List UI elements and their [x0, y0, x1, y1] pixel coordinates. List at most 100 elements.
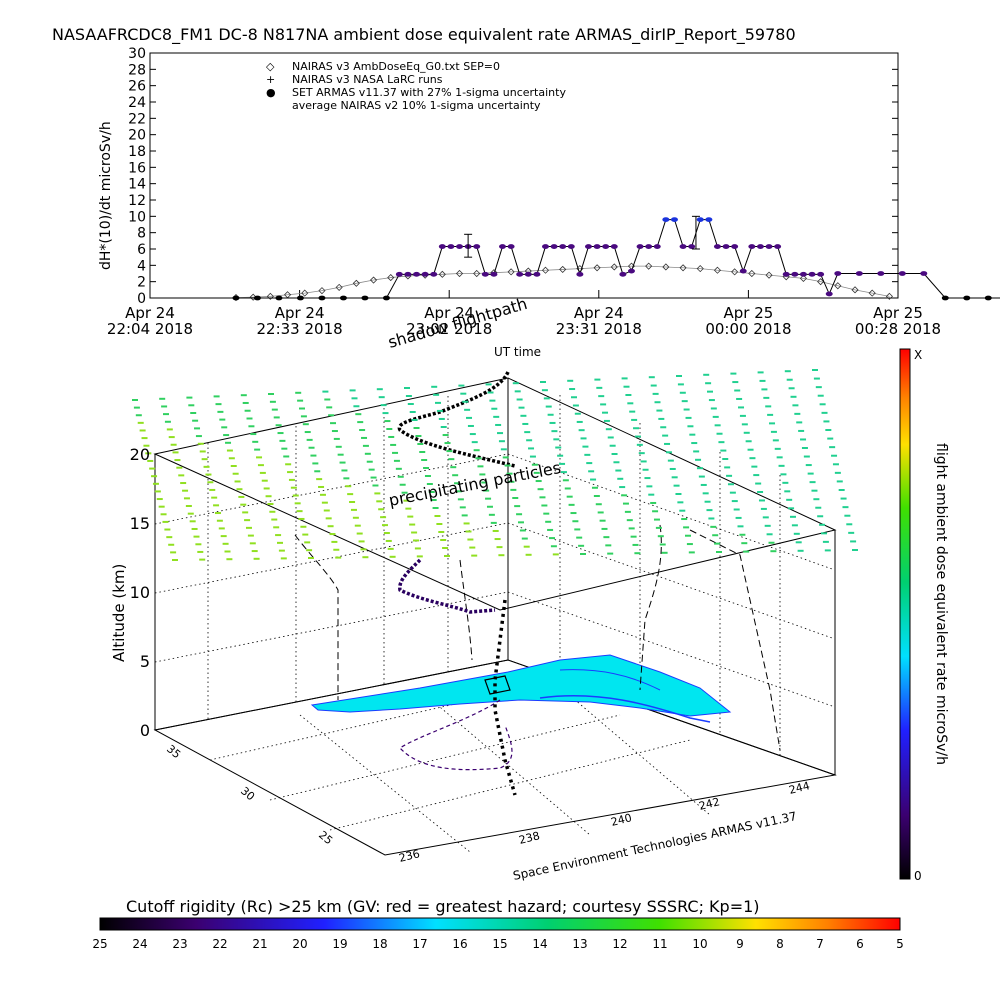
- credit-label: Space Environment Technologies ARMAS v11…: [512, 809, 798, 883]
- data-point-diamond: [559, 265, 567, 273]
- data-point: [576, 271, 584, 277]
- data-point-diamond: [249, 293, 257, 301]
- latitude-ticks: 25 30 35: [164, 742, 335, 847]
- data-point: [984, 295, 992, 301]
- data-point: [447, 244, 455, 249]
- legend-label: NAIRAS v3 NASA LaRC runs: [292, 73, 443, 86]
- data-point-diamond: [851, 286, 859, 294]
- longitude-tick-label: 238: [518, 829, 542, 847]
- data-point-diamond: [885, 292, 893, 300]
- projection-right-wall: [639, 524, 662, 691]
- y-tick-label: 26: [128, 79, 146, 95]
- data-point-diamond: [765, 271, 773, 279]
- x-tick-label-date: Apr 24: [275, 304, 325, 322]
- data-point: [920, 271, 928, 276]
- data-point: [898, 271, 906, 276]
- data-point: [731, 244, 739, 249]
- data-point: [507, 244, 515, 249]
- cutoff-rigidity-tick-label: 18: [372, 937, 387, 951]
- data-point-diamond: [679, 264, 687, 272]
- data-point: [670, 217, 678, 223]
- data-point: [713, 244, 721, 249]
- altitude-tick-label: 15: [130, 514, 150, 533]
- legend-label: NAIRAS v3 AmbDoseEq_G0.txt SEP=0: [292, 60, 500, 73]
- data-point: [855, 271, 863, 276]
- data-point-diamond: [369, 276, 378, 284]
- x-tick-label-date: Apr 25: [873, 304, 923, 322]
- series-line: [235, 265, 890, 298]
- data-point: [722, 244, 730, 249]
- legend-label: SET ARMAS v11.37 with 27% 1-sigma uncert…: [292, 86, 566, 99]
- data-point-diamond: [610, 263, 618, 271]
- cutoff-rigidity-tick-label: 11: [652, 937, 667, 951]
- data-point: [679, 244, 687, 249]
- y-tick-label: 6: [137, 242, 146, 258]
- plot-frame: [149, 52, 899, 299]
- data-point: [550, 244, 558, 249]
- data-point: [653, 244, 661, 249]
- data-point-diamond: [593, 264, 601, 272]
- projection-back: [459, 559, 473, 661]
- floor-plane: [153, 659, 837, 856]
- altitude-tick-label: 20: [130, 445, 150, 464]
- altitude-tick-label: 0: [140, 721, 150, 740]
- series-nairas-v3: [232, 262, 893, 302]
- data-point: [645, 244, 653, 249]
- flight-path-upper: [398, 558, 496, 614]
- data-point: [662, 217, 670, 223]
- data-point: [490, 271, 498, 277]
- y-tick-label: 18: [128, 144, 146, 160]
- projection-right-wall-2: [689, 529, 781, 751]
- top-plane: [153, 377, 837, 611]
- longitude-tick-label: 240: [610, 811, 634, 829]
- y-axis-label: dH*(10)/dt microSv/h: [98, 121, 114, 270]
- y-tick-label: 24: [128, 95, 146, 111]
- y-tick-label: 0: [137, 291, 146, 307]
- back-grid: [154, 395, 836, 853]
- data-point-diamond: [301, 289, 309, 297]
- precipitating-particles-label: precipitating particles: [387, 458, 562, 510]
- data-point: [499, 244, 507, 249]
- cutoff-rigidity-tick-label: 5: [896, 937, 904, 951]
- flight-path-shadow: [397, 371, 516, 468]
- colorbar-bottom-label: 0: [914, 869, 922, 883]
- series-line: [235, 219, 1000, 299]
- data-point: [395, 271, 403, 277]
- data-point: [253, 295, 261, 301]
- data-point: [696, 217, 704, 223]
- data-point-diamond: [335, 283, 343, 291]
- y-tick-label: 2: [137, 275, 146, 291]
- data-point-diamond: [645, 262, 653, 270]
- x-tick-label-time: 22:33 2018: [257, 320, 343, 338]
- y-tick-label: 4: [137, 258, 146, 274]
- data-point-diamond: [817, 278, 825, 286]
- data-point: [877, 271, 885, 276]
- data-point: [799, 271, 807, 277]
- data-point-diamond: [731, 268, 739, 276]
- y-tick-label: 8: [137, 226, 146, 242]
- data-point: [438, 244, 446, 249]
- data-point: [602, 244, 610, 249]
- x-tick-label-time: 00:00 2018: [705, 320, 791, 338]
- cutoff-rigidity-tick-label: 24: [132, 937, 147, 951]
- data-point: [619, 271, 627, 277]
- data-point: [524, 271, 532, 277]
- latitude-tick-label: 30: [238, 784, 257, 803]
- y-tick-label: 12: [128, 193, 146, 209]
- cutoff-rigidity-tick-label: 22: [212, 937, 227, 951]
- longitude-ticks: 236 238 240 242 244: [398, 779, 812, 865]
- data-point: [705, 217, 713, 223]
- data-point-diamond: [318, 287, 326, 295]
- data-point: [541, 244, 549, 249]
- data-point-diamond: [662, 263, 670, 271]
- data-point: [627, 268, 635, 274]
- cutoff-rigidity-tick-label: 20: [292, 937, 307, 951]
- data-point: [765, 244, 773, 249]
- legend: ◇ NAIRAS v3 AmbDoseEq_G0.txt SEP=0 + NAIRAS…: [266, 60, 566, 112]
- y-tick-label: 22: [128, 111, 146, 127]
- cutoff-rigidity-tick-label: 12: [612, 937, 627, 951]
- data-point: [533, 271, 541, 277]
- data-point-diamond: [799, 274, 807, 282]
- cutoff-rigidity-tick-label: 21: [252, 937, 267, 951]
